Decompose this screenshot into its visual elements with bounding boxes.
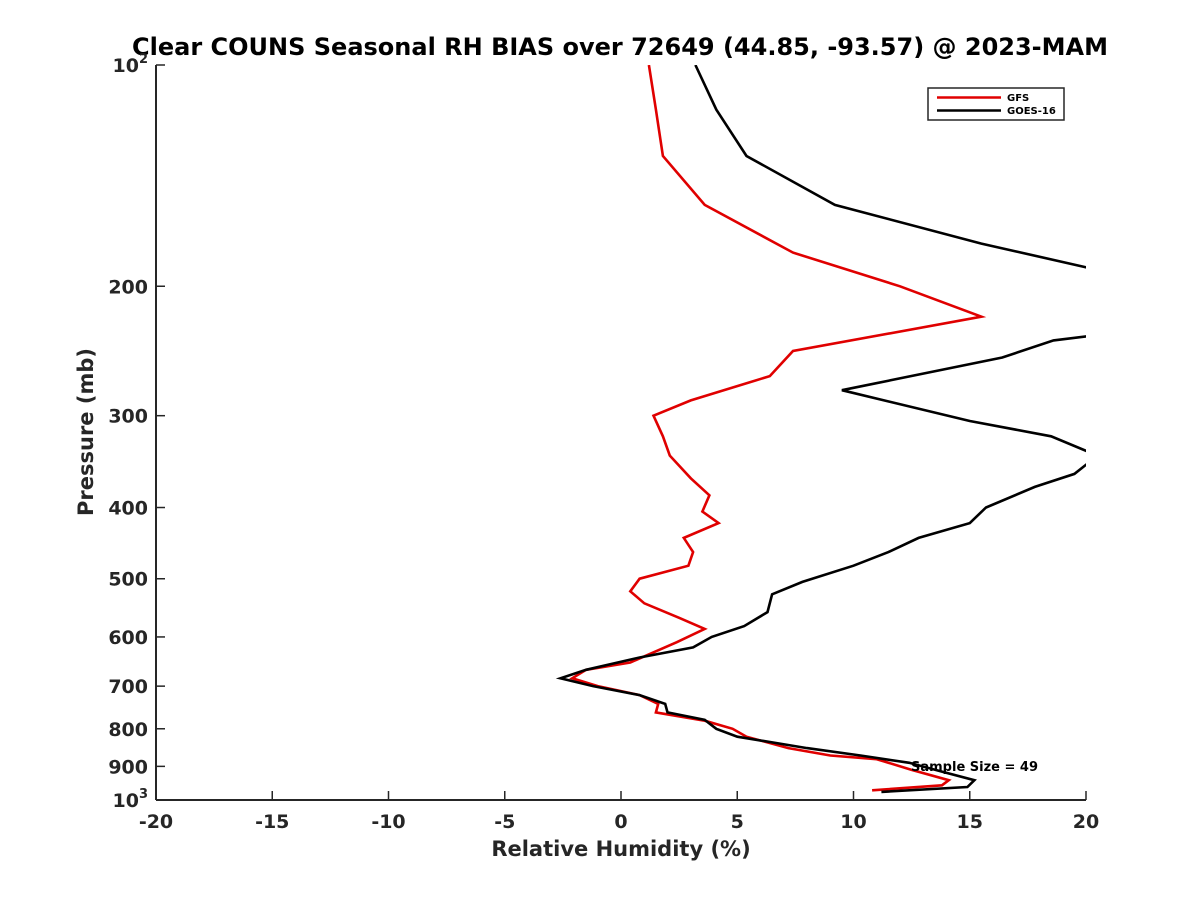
series-line-goes16: [555, 65, 1086, 794]
y-tick-label: 300: [108, 406, 148, 428]
sample-size-annotation: Sample Size = 49: [911, 760, 1038, 775]
x-tick-label: -15: [255, 811, 289, 833]
chart-title: Clear COUNS Seasonal RH BIAS over 72649 …: [132, 33, 1108, 61]
legend: GFS GOES-16: [927, 87, 1065, 121]
x-tick-label: -20: [139, 811, 173, 833]
series-layer: [555, 65, 1086, 794]
x-tick-label: 0: [614, 811, 627, 833]
legend-box: [927, 87, 1065, 121]
series-line-gfs: [569, 65, 987, 792]
y-tick-label: 102: [113, 52, 149, 77]
legend-label-goes16: GOES-16: [1007, 106, 1056, 117]
x-axis-label: Relative Humidity (%): [491, 837, 750, 861]
y-tick-label: 800: [108, 719, 148, 741]
x-tick-label: -5: [494, 811, 515, 833]
x-tick-label: 15: [957, 811, 983, 833]
y-tick-label: 700: [108, 676, 148, 698]
y-ticks: 102 200 300 400 500 600 700 800 900 103: [108, 52, 165, 812]
x-ticks: -20 -15 -10 -5 0 5 10 15 20: [139, 791, 1099, 833]
y-tick-label: 600: [108, 627, 148, 649]
x-tick-label: 10: [840, 811, 866, 833]
y-tick-label: 500: [108, 569, 148, 591]
legend-label-gfs: GFS: [1007, 93, 1029, 104]
x-tick-label: 5: [731, 811, 744, 833]
y-tick-label: 103: [113, 787, 149, 812]
y-tick-label: 400: [108, 498, 148, 520]
x-tick-label: 20: [1073, 811, 1099, 833]
x-tick-label: -10: [371, 811, 405, 833]
y-axis-label: Pressure (mb): [74, 348, 98, 516]
y-tick-label: 200: [108, 276, 148, 298]
y-tick-label: 900: [108, 756, 148, 778]
